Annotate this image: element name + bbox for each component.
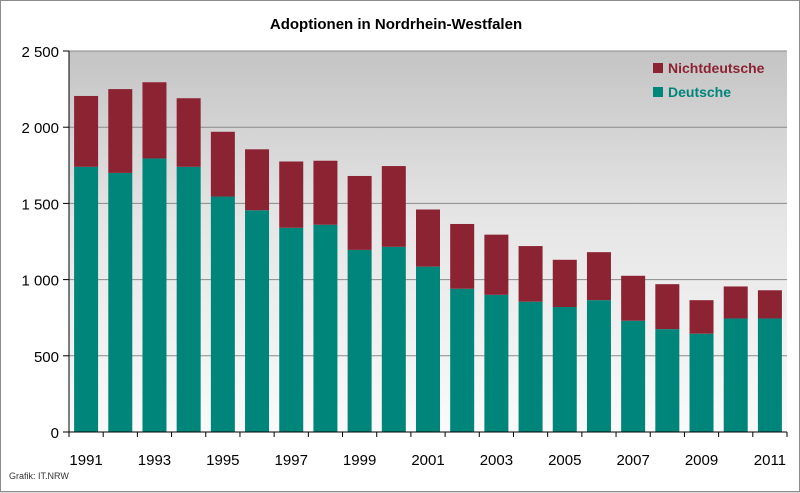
bar-deutsche-2006 xyxy=(586,300,611,432)
bar-deutsche-2004 xyxy=(518,301,543,432)
bar-nichtdeutsche-1992 xyxy=(108,89,133,173)
bar-nichtdeutsche-2006 xyxy=(586,252,611,301)
axes: 0 500 1 000 1 500 2 000 2 500 1991 1993 1995 1997… xyxy=(21,44,788,469)
bar-nichtdeutsche-2008 xyxy=(655,284,680,330)
bar-deutsche-2008 xyxy=(655,329,680,432)
bar-deutsche-1994 xyxy=(176,166,201,432)
bar-deutsche-2011 xyxy=(757,318,782,432)
x-tick-label: 2001 xyxy=(411,452,444,469)
bar-deutsche-1997 xyxy=(279,227,304,432)
x-tick-label: 1993 xyxy=(138,452,171,469)
bar-deutsche-2002 xyxy=(450,288,475,432)
x-tick-label: 1999 xyxy=(343,452,376,469)
bar-nichtdeutsche-1994 xyxy=(176,98,201,167)
bar-nichtdeutsche-1997 xyxy=(279,161,304,228)
bar-deutsche-1991 xyxy=(74,166,99,432)
bar-nichtdeutsche-2000 xyxy=(381,166,406,247)
legend-swatch-deutsche xyxy=(653,87,663,97)
bars xyxy=(74,82,782,433)
bar-nichtdeutsche-1995 xyxy=(210,131,235,197)
bar-nichtdeutsche-1996 xyxy=(245,149,270,211)
bar-nichtdeutsche-2002 xyxy=(450,223,475,289)
bar-nichtdeutsche-2010 xyxy=(723,286,748,319)
bar-deutsche-2005 xyxy=(552,307,577,432)
bar-nichtdeutsche-2004 xyxy=(518,246,543,302)
bar-deutsche-1995 xyxy=(210,196,235,432)
x-tick-label: 2005 xyxy=(548,452,581,469)
legend-label-nichtdeutsche: Nichtdeutsche xyxy=(668,60,765,76)
legend-label-deutsche: Deutsche xyxy=(668,84,731,100)
bar-nichtdeutsche-1993 xyxy=(142,82,167,159)
bar-deutsche-1999 xyxy=(347,249,372,432)
bar-deutsche-2007 xyxy=(621,320,646,432)
legend-swatch-nichtdeutsche xyxy=(653,63,663,73)
bar-nichtdeutsche-2001 xyxy=(416,209,440,267)
bar-nichtdeutsche-1998 xyxy=(313,160,338,225)
x-tick-label: 2009 xyxy=(685,452,718,469)
bar-nichtdeutsche-2011 xyxy=(757,290,782,319)
bar-deutsche-1993 xyxy=(142,158,167,432)
x-tick-label: 2011 xyxy=(754,452,786,469)
x-tick-label: 2007 xyxy=(616,452,649,469)
bar-deutsche-2001 xyxy=(416,266,440,432)
x-tick-label: 2003 xyxy=(480,452,513,469)
footnote: Grafik: IT.NRW xyxy=(9,471,69,481)
bar-deutsche-1998 xyxy=(313,224,338,432)
bar-deutsche-1996 xyxy=(245,210,270,432)
legend: Nichtdeutsche Deutsche xyxy=(653,60,765,100)
x-tick-label: 1991 xyxy=(69,452,102,469)
bar-nichtdeutsche-2005 xyxy=(552,259,577,308)
y-tick-label: 0 xyxy=(51,425,59,442)
bar-deutsche-2003 xyxy=(484,294,509,432)
bar-deutsche-2009 xyxy=(689,333,714,432)
y-tick-label: 2 000 xyxy=(21,120,59,137)
y-tick-label: 2 500 xyxy=(21,44,59,61)
y-tick-label: 1 500 xyxy=(21,196,59,213)
bar-nichtdeutsche-1991 xyxy=(74,95,99,167)
bar-deutsche-2010 xyxy=(723,318,748,432)
x-tick-label: 1997 xyxy=(275,452,308,469)
x-tick-label: 1995 xyxy=(206,452,239,469)
bar-deutsche-1992 xyxy=(108,172,133,433)
bar-nichtdeutsche-2007 xyxy=(621,275,646,321)
bar-nichtdeutsche-1999 xyxy=(347,175,372,250)
y-tick-label: 500 xyxy=(34,349,59,366)
chart-title: Adoptionen in Nordrhein-Westfalen xyxy=(270,16,522,33)
y-tick-label: 1 000 xyxy=(21,273,59,290)
bar-nichtdeutsche-2003 xyxy=(484,234,509,295)
bar-nichtdeutsche-2009 xyxy=(689,300,714,334)
bar-deutsche-2000 xyxy=(381,246,406,432)
